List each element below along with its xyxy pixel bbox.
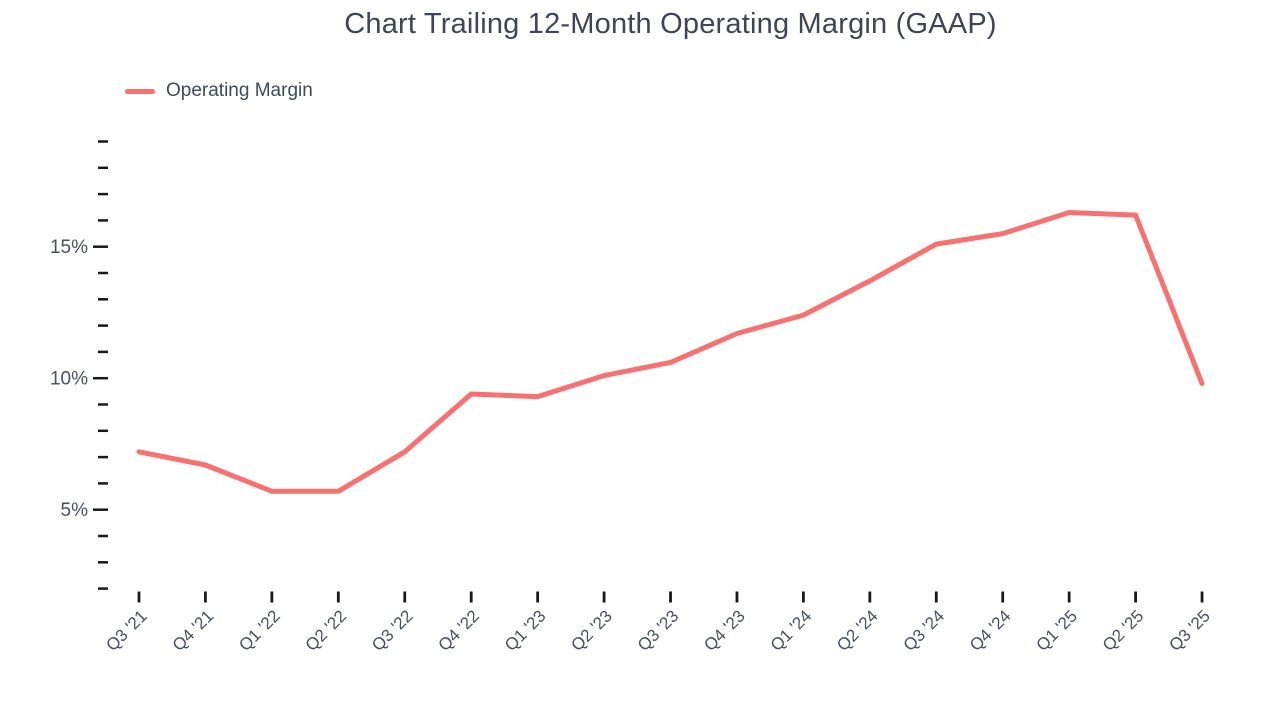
- x-tick-label: Q4 '23: [700, 606, 748, 654]
- y-tick-label: 5%: [61, 500, 89, 521]
- x-tick-label: Q1 '23: [501, 606, 549, 654]
- legend-line-swatch: [125, 88, 155, 94]
- x-tick-label: Q4 '22: [435, 606, 483, 654]
- legend-label: Operating Margin: [166, 80, 313, 101]
- y-tick-label: 15%: [50, 237, 88, 258]
- x-tick-label: Q4 '24: [966, 606, 1014, 654]
- chart-title: Chart Trailing 12-Month Operating Margin…: [344, 8, 997, 40]
- legend-item-operating-margin[interactable]: Operating Margin: [125, 80, 313, 102]
- x-tick-label: Q3 '22: [368, 606, 416, 654]
- x-axis-labels: Q3 '21 Q4 '21 Q1 '22 Q2 '22 Q3 '22 Q4 '22 Q1 '…: [102, 606, 1214, 654]
- x-tick-label: Q2 '24: [833, 606, 881, 654]
- x-tick-label: Q2 '22: [302, 606, 350, 654]
- series-line-operating-margin[interactable]: [136, 210, 1205, 494]
- x-tick-label: Q3 '25: [1165, 606, 1213, 654]
- x-tick-label: Q2 '23: [567, 606, 615, 654]
- y-axis-ticks: [93, 140, 108, 590]
- x-tick-label: Q1 '24: [767, 606, 815, 654]
- x-axis-ticks: [137, 591, 1204, 603]
- y-tick-label: 10%: [50, 369, 88, 390]
- x-tick-label: Q3 '24: [900, 606, 948, 654]
- y-axis-labels: 5% 10% 15%: [50, 237, 88, 521]
- x-tick-label: Q3 '21: [102, 606, 150, 654]
- x-tick-label: Q1 '25: [1033, 606, 1081, 654]
- x-tick-label: Q3 '23: [634, 606, 682, 654]
- x-tick-label: Q1 '22: [235, 606, 283, 654]
- x-tick-label: Q2 '25: [1099, 606, 1147, 654]
- x-tick-label: Q4 '21: [169, 606, 217, 654]
